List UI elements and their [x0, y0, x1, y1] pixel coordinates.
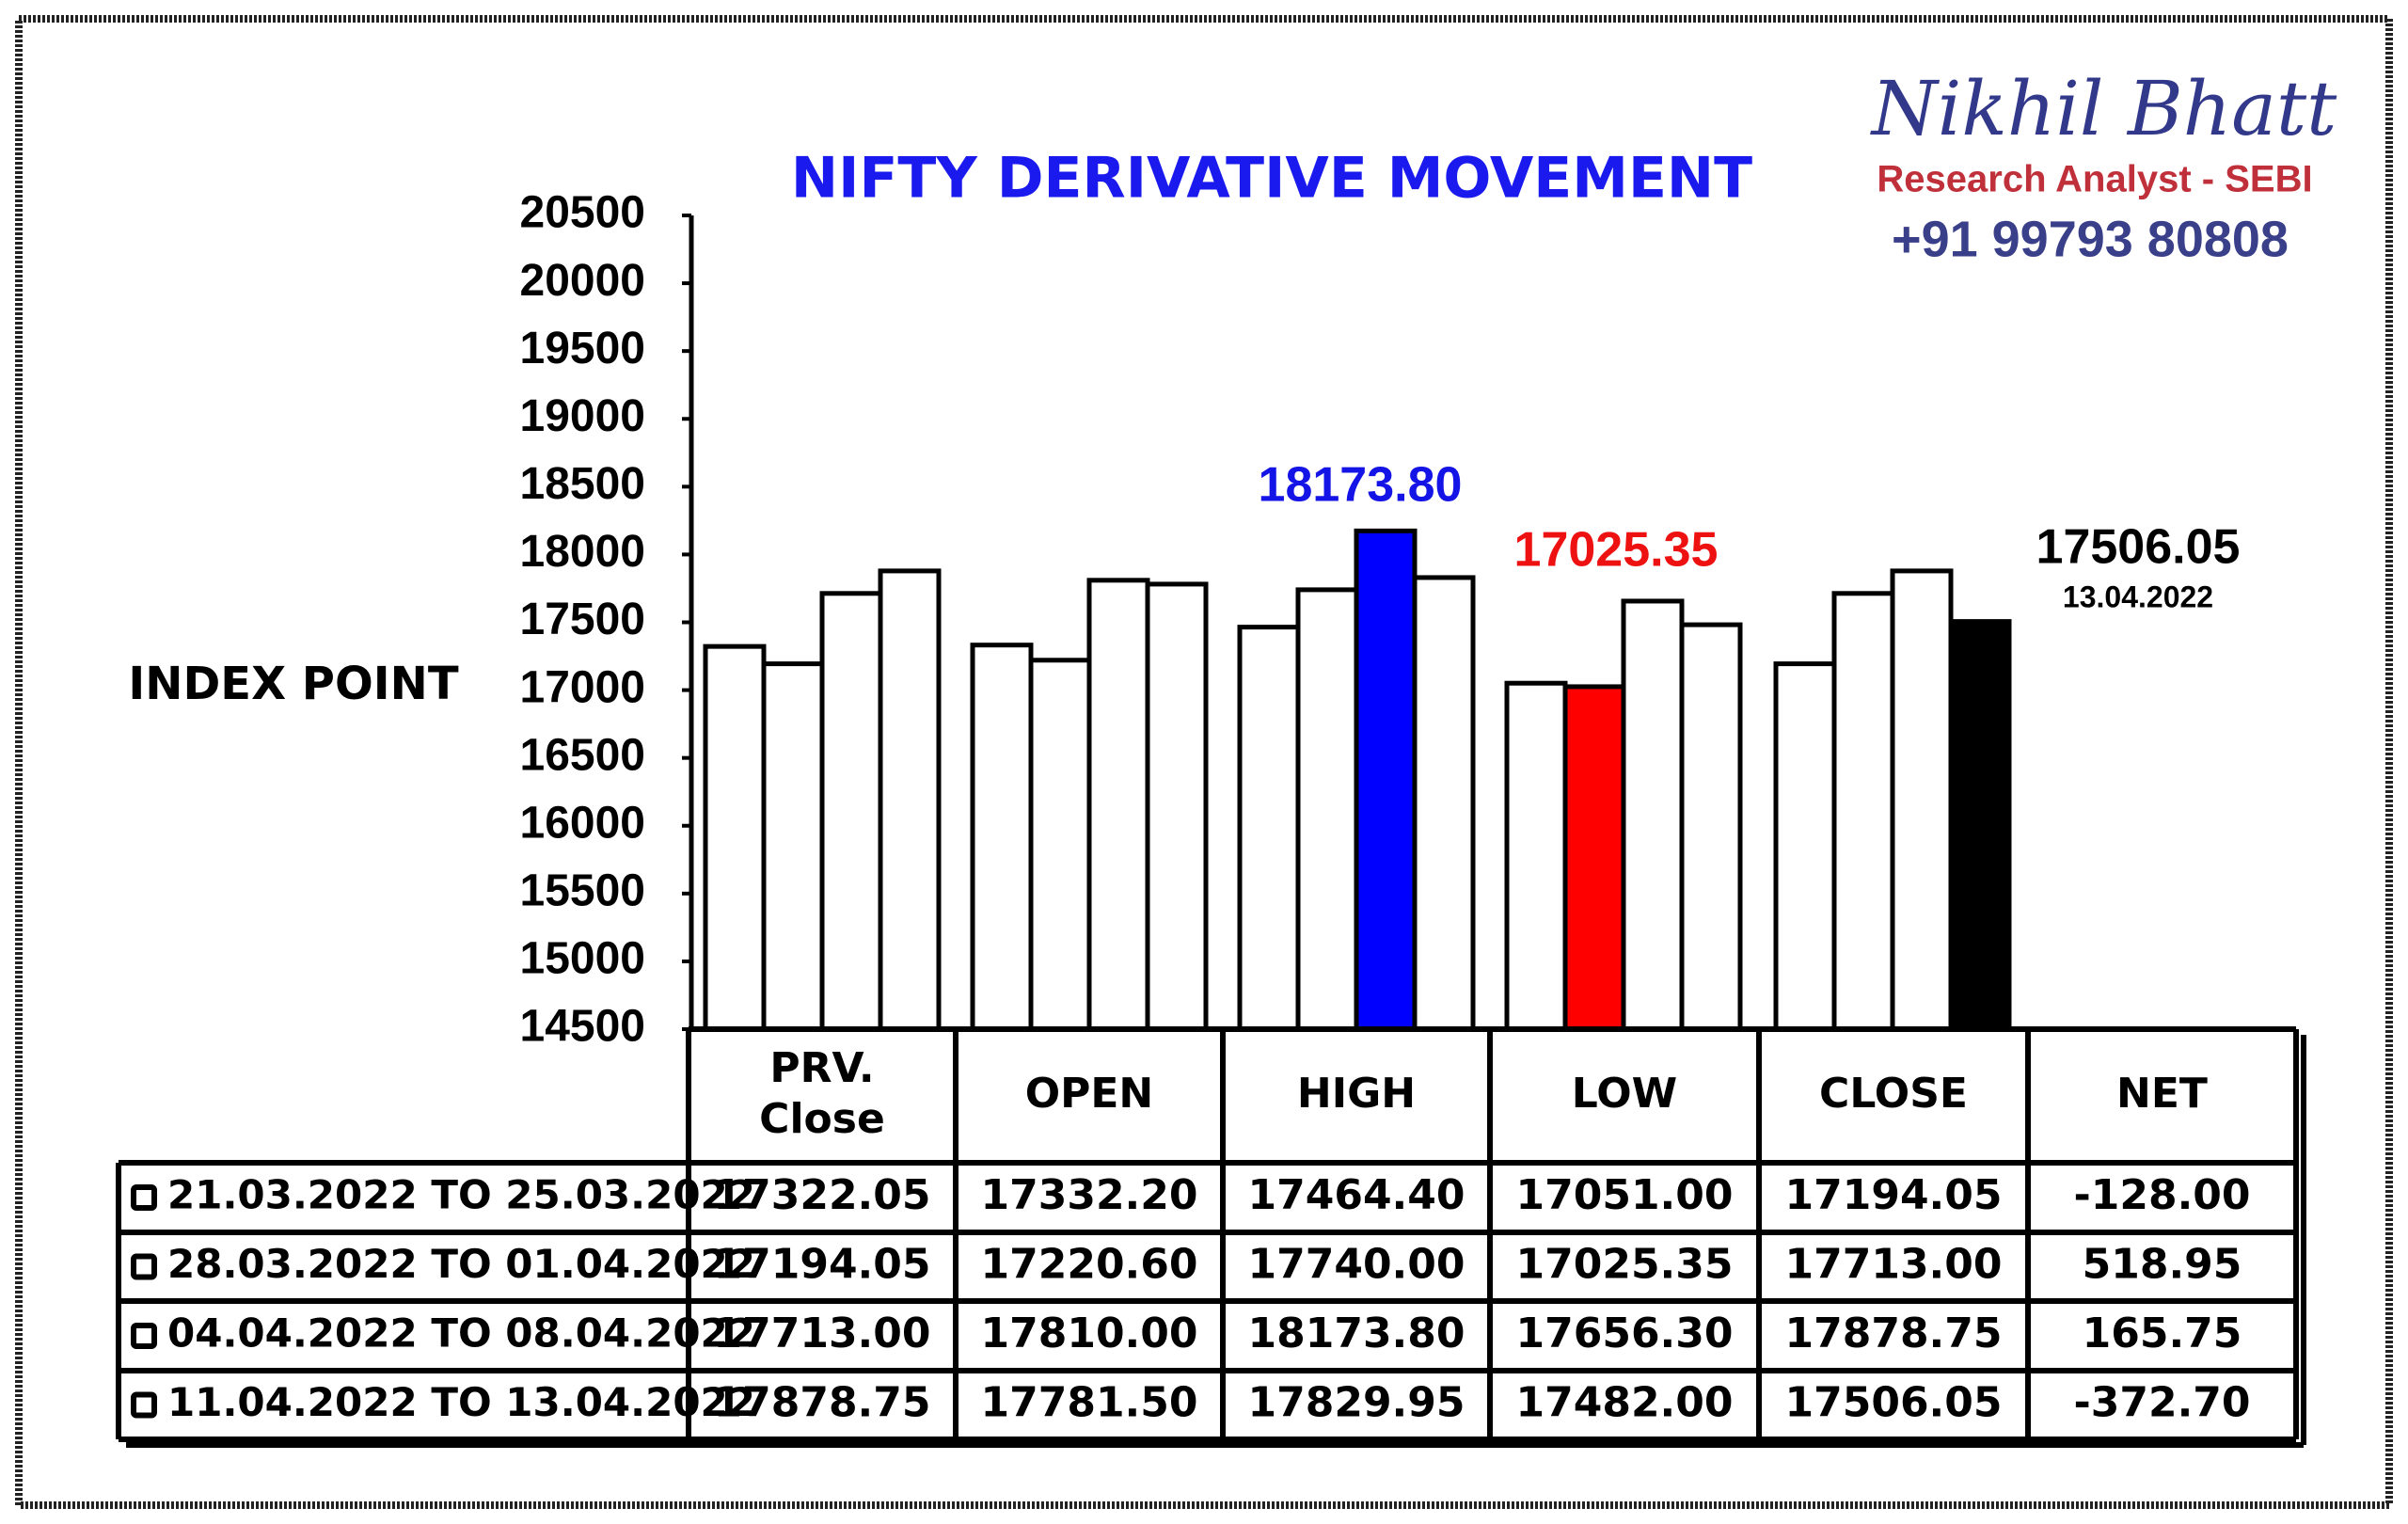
bar [1295, 587, 1359, 1032]
brand-phone: +91 99793 80808 [1892, 211, 2289, 267]
row-header: 11.04.2022 TO 13.04.2022 [167, 1379, 755, 1425]
y-tick-label: 16000 [520, 798, 645, 848]
table-cell: 17194.05 [713, 1241, 930, 1289]
bar [819, 591, 883, 1032]
bar [761, 661, 825, 1032]
table-cell: -372.70 [2073, 1379, 2250, 1427]
table-cell: 17810.00 [980, 1310, 1197, 1357]
table-cell: 17506.05 [1784, 1379, 2002, 1427]
column-header: OPEN [1025, 1070, 1154, 1118]
y-tick-label: 19000 [520, 391, 645, 441]
table-cell: 17656.30 [1515, 1310, 1733, 1357]
annotation: 13.04.2022 [2063, 579, 2213, 613]
legend-marker [131, 1253, 157, 1280]
table-cell: 17713.00 [713, 1310, 930, 1357]
bar [1621, 598, 1685, 1032]
bar [1354, 528, 1418, 1032]
table-cell: 17482.00 [1515, 1379, 1733, 1427]
table-cell: 17713.00 [1784, 1241, 2002, 1289]
y-tick-label: 16500 [520, 730, 645, 780]
y-tick-label: 17000 [520, 662, 645, 712]
y-tick-label: 19500 [520, 324, 645, 373]
brand-role: Research Analyst - SEBI [1877, 159, 2312, 200]
annotation: 17506.05 [2036, 520, 2241, 575]
y-tick-label: 14500 [520, 1002, 645, 1052]
bar [1948, 619, 2012, 1032]
table-cell: 17878.75 [713, 1379, 930, 1427]
bar [1831, 591, 1895, 1032]
table-cell: -128.00 [2073, 1171, 2250, 1219]
table-cell: 17829.95 [1247, 1379, 1465, 1427]
y-tick-label: 15500 [520, 866, 645, 916]
y-tick-label: 20500 [520, 188, 645, 238]
bar [1086, 578, 1150, 1032]
legend-marker [131, 1323, 157, 1349]
bar [970, 643, 1034, 1032]
y-tick-label: 20000 [520, 256, 645, 306]
bar [1145, 581, 1209, 1032]
table-cell: 17322.05 [713, 1171, 930, 1219]
annotation: 18173.80 [1259, 458, 1463, 513]
y-tick-label: 18500 [520, 459, 645, 509]
page-border [15, 15, 2393, 1509]
table-cell: 17332.20 [980, 1171, 1197, 1219]
table-cell: 165.75 [2083, 1310, 2242, 1357]
bar [878, 568, 942, 1032]
table-cell: 17051.00 [1515, 1171, 1733, 1219]
legend-marker [131, 1184, 157, 1211]
column-header: HIGH [1297, 1070, 1416, 1118]
table-cell: 18173.80 [1247, 1310, 1465, 1357]
legend-marker [131, 1391, 157, 1419]
annotation: 17025.35 [1514, 523, 1719, 578]
column-header: PRV. Close [759, 1044, 885, 1143]
row-header: 28.03.2022 TO 01.04.2022 [167, 1241, 755, 1287]
bar [1412, 575, 1476, 1032]
table-cell: 17878.75 [1784, 1310, 2002, 1357]
y-tick-label: 15000 [520, 934, 645, 984]
table-cell: 17781.50 [980, 1379, 1197, 1427]
bar [1890, 568, 1954, 1032]
row-header: 21.03.2022 TO 25.03.2022 [167, 1172, 755, 1218]
table-cell: 17194.05 [1784, 1171, 2002, 1219]
table-cell: 518.95 [2083, 1241, 2242, 1289]
column-header: LOW [1572, 1070, 1677, 1118]
column-header: NET [2116, 1070, 2208, 1118]
table-cell: 17220.60 [980, 1241, 1197, 1289]
table-cell: 17740.00 [1247, 1241, 1465, 1289]
column-header: CLOSE [1819, 1070, 1968, 1118]
y-tick-label: 18000 [520, 527, 645, 577]
chart-title: NIFTY DERIVATIVE MOVEMENT [791, 146, 1752, 212]
bar [1237, 625, 1301, 1032]
bar [1028, 658, 1092, 1032]
brand-name: Nikhil Bhatt [1870, 65, 2337, 152]
y-axis-label: INDEX POINT [128, 658, 458, 710]
bar [1773, 661, 1837, 1032]
bar [1504, 680, 1568, 1032]
table-cell: 17025.35 [1515, 1241, 1733, 1289]
row-header: 04.04.2022 TO 08.04.2022 [167, 1310, 755, 1357]
y-tick-label: 17500 [520, 595, 645, 644]
bar [703, 643, 767, 1032]
bar [1679, 622, 1743, 1032]
bar [1562, 684, 1626, 1032]
table-cell: 17464.40 [1247, 1171, 1465, 1219]
